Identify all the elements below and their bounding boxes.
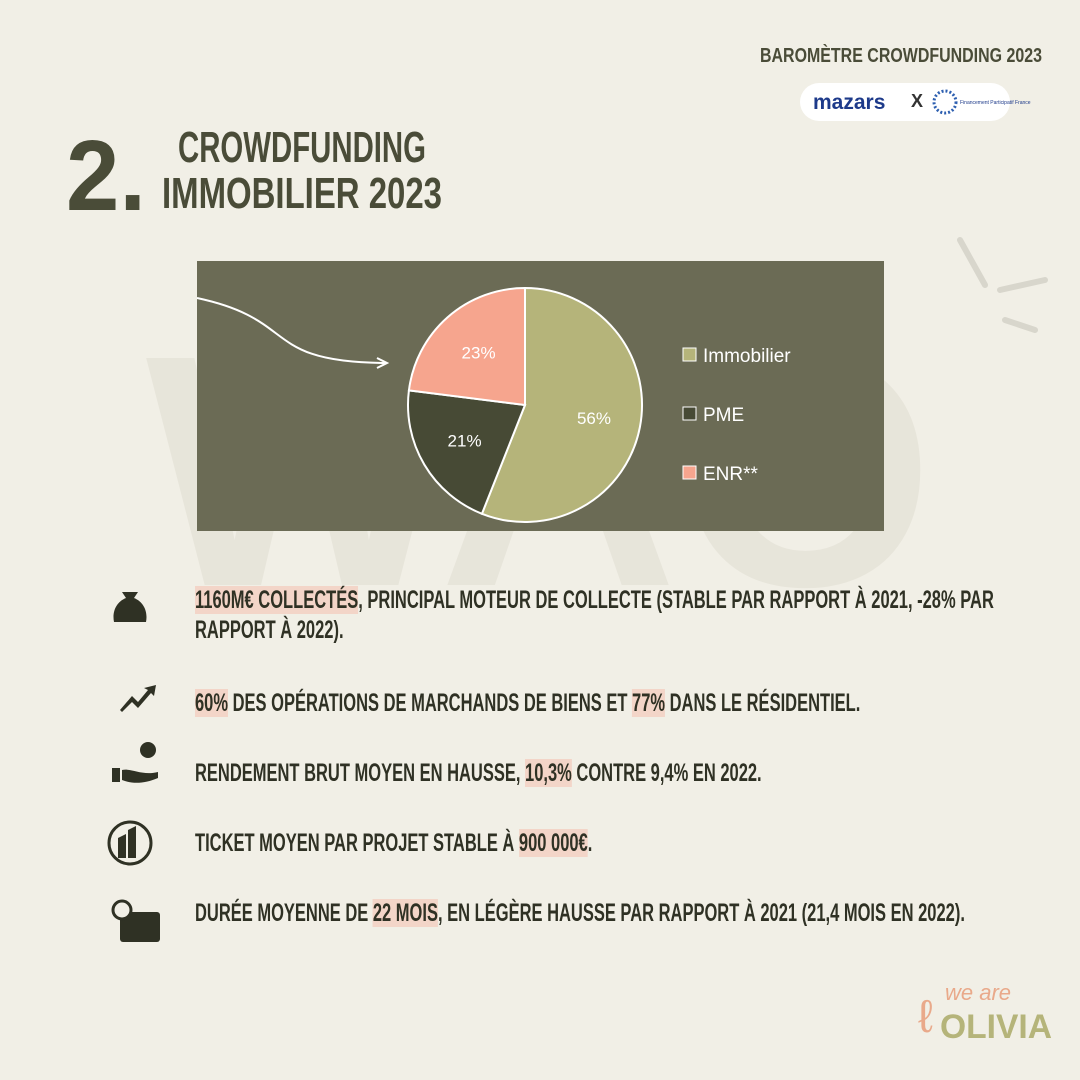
arrow-head — [376, 357, 390, 369]
highlight-text: 60% — [195, 689, 229, 717]
pie: 56% 21% 23% — [407, 286, 643, 523]
highlight-text: 22 MOIS — [372, 899, 438, 927]
bullet: 1160M€ COLLECTÉS, PRINCIPAL MOTEUR DE CO… — [195, 585, 1013, 645]
partner-2: Financement Participatif France — [960, 100, 1031, 106]
partner-badge — [800, 83, 1010, 121]
bullet: RENDEMENT BRUT MOYEN EN HAUSSE, 10,3% CO… — [195, 758, 1013, 788]
bullet-text: TICKET MOYEN PAR PROJET STABLE À — [195, 829, 519, 857]
bullet-text: . — [587, 829, 593, 857]
decoration — [957, 237, 1048, 333]
highlight-text: 900 000€ — [518, 829, 588, 857]
arrow — [196, 297, 386, 364]
bullet-text: CONTRE 9,4% EN 2022. — [571, 759, 762, 787]
bullet: TICKET MOYEN PAR PROJET STABLE À 900 000… — [195, 828, 1013, 858]
bullet-text: , EN LÉGÈRE HAUSSE PAR RAPPORT À 2021 (2… — [437, 899, 965, 927]
brand: OLIVIA — [940, 1008, 1052, 1046]
legend-swatch — [682, 465, 697, 480]
legend-swatch — [682, 406, 697, 421]
highlight-text: 77% — [632, 689, 666, 717]
partner-1: mazars — [813, 91, 885, 114]
section-number: 2. — [66, 120, 146, 232]
bullet: 60% DES OPÉRATIONS DE MARCHANDS DE BIENS… — [195, 688, 1013, 718]
bullet-text: DANS LE RÉSIDENTIEL. — [665, 689, 861, 717]
separator: X — [911, 91, 923, 111]
highlight-text: 1160M€ COLLECTÉS — [195, 586, 359, 614]
pie-slice — [407, 286, 526, 407]
legend: Immobilier PME ENR** — [682, 346, 791, 485]
bullet-text: DURÉE MOYENNE DE — [195, 899, 373, 927]
partner-2-logo — [932, 89, 958, 115]
kicker: BAROMÈTRE CROWDFUNDING 2023 — [760, 44, 1042, 67]
legend-swatch — [682, 347, 697, 362]
bullet: DURÉE MOYENNE DE 22 MOIS, EN LÉGÈRE HAUS… — [195, 898, 1013, 928]
title-line: IMMOBILIER 2023 — [162, 169, 442, 218]
pie-slice — [407, 389, 527, 516]
legend-label: ENR** — [703, 464, 759, 485]
value-label: 56% — [577, 409, 611, 428]
title-line: CROWDFUNDING — [178, 123, 426, 172]
pie-slice — [480, 286, 643, 523]
legend-label: PME — [703, 405, 744, 426]
value-label: 23% — [462, 343, 496, 362]
bullet-text: RENDEMENT BRUT MOYEN EN HAUSSE, — [195, 759, 526, 787]
icons — [107, 592, 160, 942]
brand-small: we are — [945, 980, 1011, 1005]
bullet-text: , PRINCIPAL MOTEUR DE COLLECTE (STABLE P… — [195, 586, 994, 644]
highlight-text: 10,3% — [525, 759, 572, 787]
brand-mark: ℓ — [918, 990, 933, 1042]
value-label: 21% — [448, 432, 482, 451]
legend-label: Immobilier — [703, 346, 791, 367]
bullet-text: DES OPÉRATIONS DE MARCHANDS DE BIENS ET — [228, 689, 633, 717]
